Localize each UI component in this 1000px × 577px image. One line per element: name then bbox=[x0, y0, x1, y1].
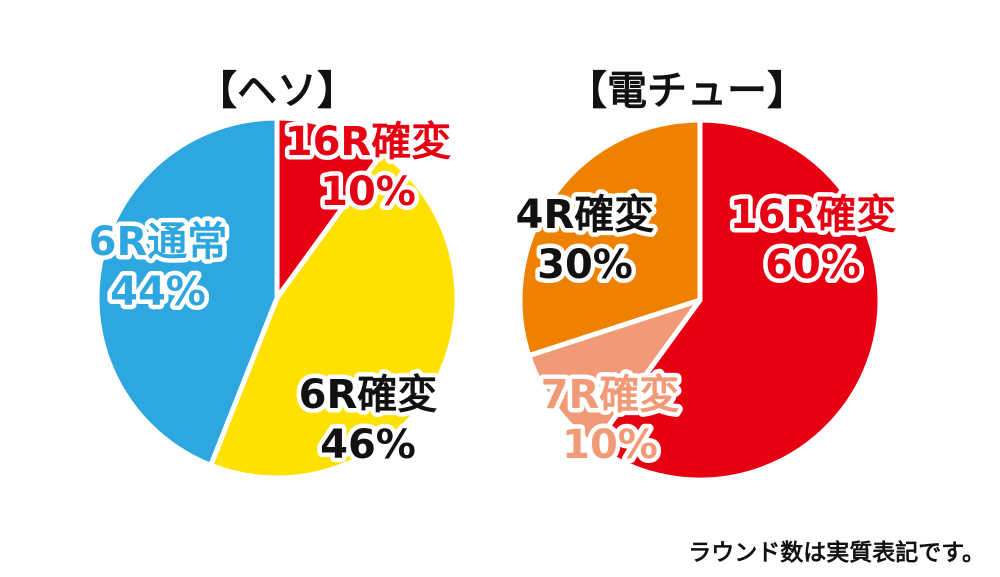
pie-1-slice-1 bbox=[526, 297, 703, 449]
pie-1-slice-0-value: 60% bbox=[765, 242, 861, 288]
pie-0-slice-2-label: 6R通常 bbox=[89, 219, 228, 265]
pie-1-slice-1-value: 10% bbox=[562, 422, 658, 468]
pie-0-slice-1 bbox=[208, 149, 460, 481]
pie-1-slice-2-value: 30% bbox=[537, 242, 633, 288]
pie-0-slice-1-label: 6R確変 bbox=[299, 372, 438, 418]
pie-0-slice-2-value: 44% bbox=[110, 269, 206, 315]
pie-0-slice-2 bbox=[94, 115, 280, 468]
pie-title-heso: 【ヘソ】 bbox=[197, 68, 357, 114]
pie-1-slice-2 bbox=[517, 117, 703, 359]
pie-1-slices bbox=[517, 117, 883, 483]
pie-0-slice-0 bbox=[274, 115, 386, 301]
pie-1-slice-2-label: 4R確変 bbox=[516, 192, 655, 238]
pie-0-slices bbox=[94, 115, 460, 481]
pie-1-slice-0 bbox=[591, 117, 883, 483]
pie-0-slice-0-value: 10% bbox=[320, 169, 416, 215]
pie-1-slice-1-label: 7R確変 bbox=[541, 372, 680, 418]
pie-0-slice-0-label: 16R確変 bbox=[285, 119, 451, 165]
pie-0-slice-1-value: 46% bbox=[320, 422, 416, 468]
footnote: ラウンド数は実質表記です。 bbox=[688, 539, 985, 566]
pie-title-denchu: 【電チュー】 bbox=[567, 68, 807, 114]
pie-1-slice-0-label: 16R確変 bbox=[730, 192, 896, 238]
